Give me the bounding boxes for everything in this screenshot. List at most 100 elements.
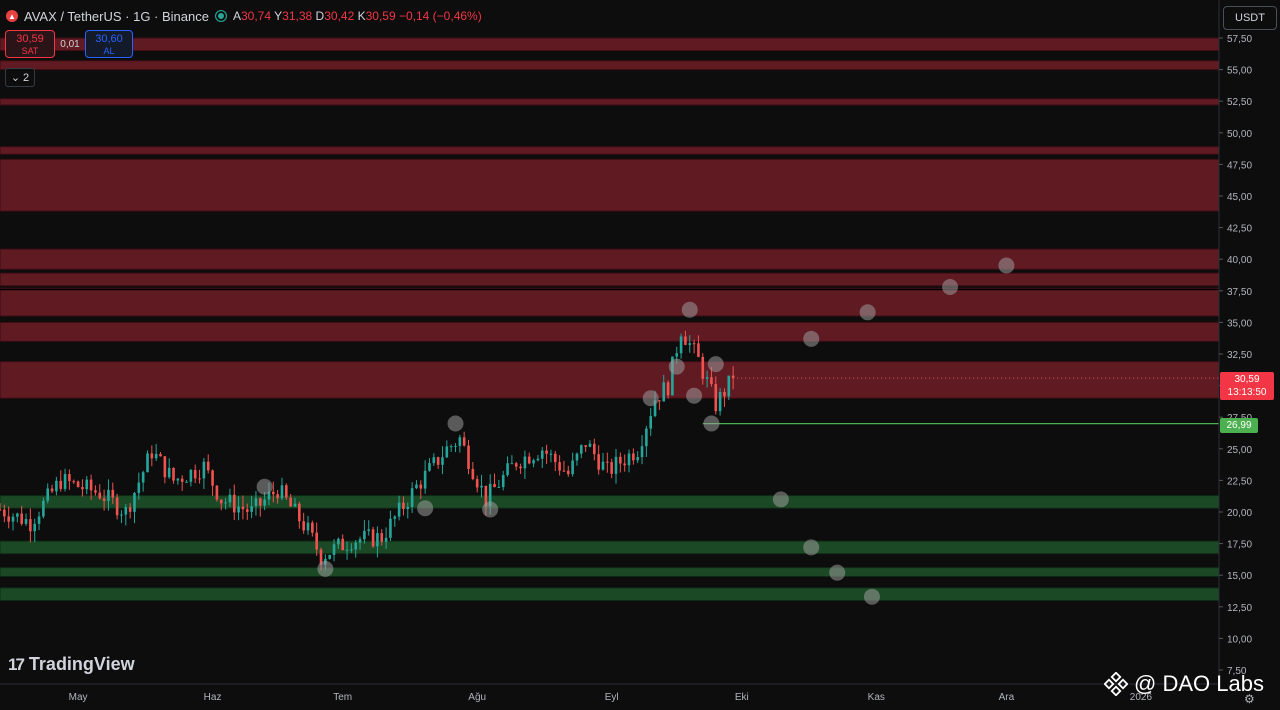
candle-body [406,506,410,510]
candle-body [441,457,444,465]
currency-selector[interactable]: USDT [1223,6,1277,30]
candle-body [710,377,713,385]
buy-button[interactable]: 30,60 AL [85,30,133,58]
candle-body [705,377,709,379]
time-tick-label: May [69,692,88,703]
candle-body [445,446,449,458]
candle-body [72,481,76,483]
binance-logo-icon [1104,672,1128,696]
candle-body [601,461,605,470]
symbol-title[interactable]: AVAX / TetherUS · 1G · Binance [24,8,209,24]
chevron-down-icon: ⌄ [10,72,21,84]
candle-body [697,343,700,357]
resistance-zone [0,321,1220,342]
candle-body [488,483,492,507]
candle-body [59,480,63,489]
support-zone [0,495,1220,509]
projection-dot [863,588,880,605]
projection-dot [803,539,820,556]
candle-body [718,391,722,412]
resistance-zone [0,37,1220,52]
price-tick-label: 45,00 [1227,192,1252,203]
lines-layer [0,288,1219,425]
candle-body [731,375,735,379]
candle-body [20,513,23,524]
candle-body [137,482,141,493]
candle-body [658,400,661,402]
candle-body [380,533,384,542]
candle-body [545,450,548,454]
projection-dot [803,330,820,347]
time-tick-label: Kas [868,692,885,703]
candle-body [63,474,67,489]
candle-body [29,519,32,532]
candle-body [497,486,501,488]
sell-button[interactable]: 30,59 SAT [5,30,55,58]
candle-body [224,502,227,504]
time-axis[interactable]: May Haz Tem Ağu Eyl Eki Kas Ara 2026 [0,683,1219,710]
candle-body [267,491,271,500]
candle-body [363,530,366,540]
time-tick-label: Haz [204,692,222,703]
candle-body [662,382,666,402]
quick-trade-panel: 30,59 SAT 0,01 30,60 AL [5,30,133,58]
projection-dot [772,491,789,508]
candle-body [263,499,266,506]
candle-body [519,466,522,469]
candle-body [328,554,331,559]
candle-body [593,443,596,455]
candle-body [501,475,505,487]
candle-body [393,516,397,519]
candle-body [367,529,371,531]
candle-body [81,487,84,490]
candle-body [276,494,279,499]
candle-body [688,343,692,345]
candle-body [298,503,301,522]
candle-body [315,532,318,550]
candle-body [467,445,470,470]
candle-body [727,375,731,397]
candle-body [645,428,648,447]
candle-body [115,497,119,516]
candle-body [493,483,496,488]
candle-body [580,445,583,454]
candle-body [250,506,253,512]
candle-body [302,521,305,531]
candle-body [614,456,618,474]
candle-body [232,494,236,513]
axis-settings-icon[interactable]: ⚙ [1244,692,1255,706]
candle-body [588,443,592,447]
tradingview-logo[interactable]: 17 TradingView [8,654,135,674]
time-tick-label: Tem [333,692,352,703]
candle-body [215,485,219,500]
candle-body [523,456,527,469]
candle-body [562,470,566,472]
candle-body [289,497,292,507]
resistance-zone [0,272,1220,287]
candle-body [597,454,600,470]
candle-body [449,446,453,448]
indicators-toggle-button[interactable]: ⌄ 2 [5,68,35,87]
spread-value: 0,01 [60,38,80,50]
candle-body [159,453,162,457]
candle-body [128,507,132,512]
candle-body [402,502,405,510]
support-zone [0,567,1220,577]
price-tick-label: 50,00 [1227,129,1252,140]
time-tick-label: Eyl [605,692,619,703]
candle-body [632,453,635,461]
candle-body [254,498,258,507]
price-axis[interactable]: 57,50 55,00 52,50 50,00 47,50 45,00 42,50 40,00… [1218,0,1280,710]
price-tick-label: 47,50 [1227,160,1252,171]
candle-body [150,453,154,459]
price-tick-label: 25,00 [1227,445,1252,456]
candle-body [540,450,544,459]
candle-body [410,488,414,507]
candle-body [85,479,89,490]
candle-body [167,467,171,478]
candle-body [415,484,418,489]
candle-body [42,500,45,517]
projection-dot [482,501,499,518]
